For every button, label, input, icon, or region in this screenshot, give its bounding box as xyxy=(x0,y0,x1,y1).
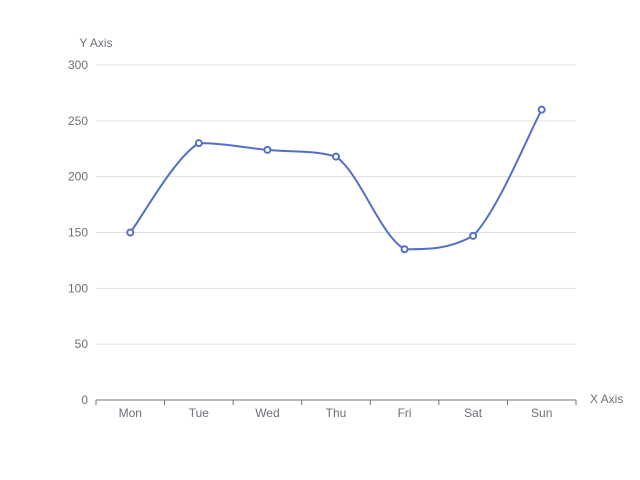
data-point[interactable] xyxy=(194,139,203,148)
y-tick-label: 150 xyxy=(68,226,88,240)
y-tick-label: 100 xyxy=(68,281,88,295)
y-tick-label: 200 xyxy=(68,170,88,184)
axis-layer: 0 50 100 150 200 250 300 Mon Tue Wed Thu Fri Sat Sun xyxy=(68,58,577,420)
series-layer xyxy=(129,108,543,251)
x-axis-title: X Axis xyxy=(590,392,623,406)
x-tick-label: Tue xyxy=(189,406,210,420)
y-tick-label: 50 xyxy=(75,337,89,351)
x-tick-label: Thu xyxy=(326,406,347,420)
y-axis-title: Y Axis xyxy=(79,36,112,50)
y-tick-label: 300 xyxy=(68,58,88,72)
data-point[interactable] xyxy=(537,105,546,114)
data-point[interactable] xyxy=(469,231,478,240)
series-line xyxy=(129,108,543,251)
data-point[interactable] xyxy=(126,228,135,237)
x-tick-label: Fri xyxy=(398,406,412,420)
data-point[interactable] xyxy=(263,145,272,154)
x-tick-label: Sat xyxy=(464,406,483,420)
data-point[interactable] xyxy=(400,245,409,254)
y-tick-label: 250 xyxy=(68,114,88,128)
x-tick-label: Wed xyxy=(255,406,279,420)
point-layer xyxy=(126,105,546,254)
y-tick-label: 0 xyxy=(81,393,88,407)
grid-layer xyxy=(96,64,576,345)
data-point[interactable] xyxy=(332,152,340,161)
x-tick-label: Sun xyxy=(531,406,552,420)
x-tick-label: Mon xyxy=(119,406,142,420)
